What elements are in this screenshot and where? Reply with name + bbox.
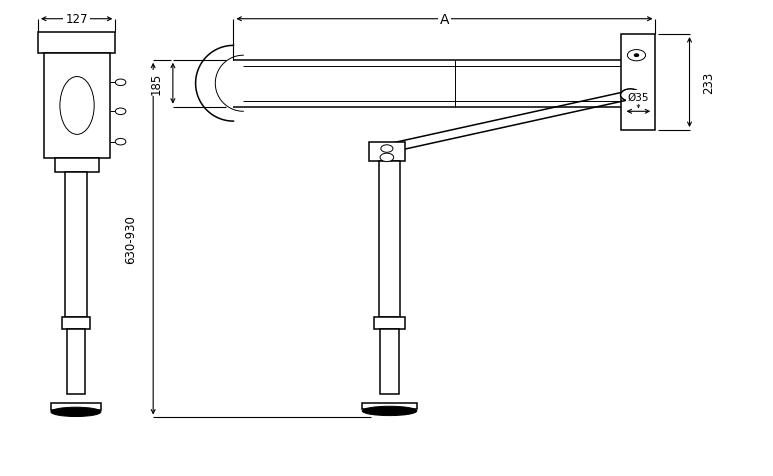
Circle shape	[115, 139, 126, 146]
Text: 185: 185	[150, 73, 162, 95]
Bar	[55, 159, 99, 173]
Circle shape	[115, 109, 126, 115]
Bar	[621, 35, 656, 131]
Circle shape	[115, 80, 126, 87]
Bar	[44, 54, 110, 159]
Circle shape	[628, 50, 645, 62]
Text: Ø35: Ø35	[628, 93, 649, 103]
Bar	[51, 404, 101, 410]
Circle shape	[381, 146, 393, 153]
Bar	[38, 33, 115, 54]
Circle shape	[380, 154, 393, 162]
Text: 630-930: 630-930	[124, 215, 137, 264]
Bar	[363, 403, 417, 409]
Bar	[66, 329, 85, 394]
Bar	[65, 173, 87, 317]
Text: 127: 127	[66, 13, 88, 26]
Bar	[374, 317, 405, 329]
Bar	[369, 142, 405, 162]
Text: A: A	[440, 13, 449, 27]
Ellipse shape	[60, 78, 94, 135]
Circle shape	[621, 89, 640, 102]
Ellipse shape	[51, 407, 101, 416]
Circle shape	[634, 55, 638, 58]
Bar	[62, 317, 90, 329]
Text: 233: 233	[702, 72, 715, 94]
Bar	[380, 329, 400, 394]
Ellipse shape	[363, 407, 417, 416]
Bar	[379, 162, 400, 317]
